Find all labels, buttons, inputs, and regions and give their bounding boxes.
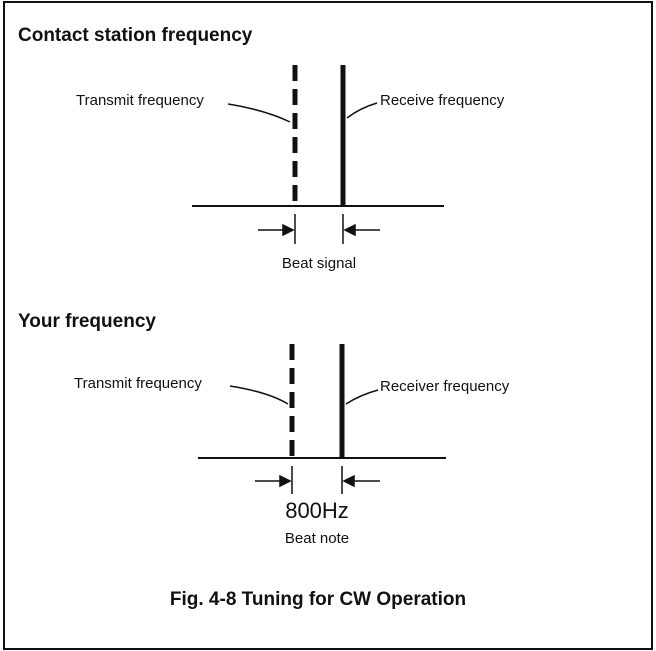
caption: Fig. 4-8 Tuning for CW Operation <box>170 589 466 610</box>
section-title: Your frequency <box>18 311 156 332</box>
frame <box>3 1 653 650</box>
arrow <box>343 223 380 237</box>
offset-label: Beat note <box>285 530 349 547</box>
offset-label: Beat signal <box>282 255 356 272</box>
offset-value: 800Hz <box>285 498 349 523</box>
section-title: Contact station frequency <box>18 25 253 46</box>
transmit-label: Transmit frequency <box>76 92 204 109</box>
arrow <box>255 474 292 488</box>
receive-label: Receiver frequency <box>380 378 510 395</box>
leader <box>346 102 378 119</box>
leader <box>227 103 291 123</box>
transmit-label: Transmit frequency <box>74 375 202 392</box>
leader <box>229 385 289 405</box>
arrow <box>342 474 380 488</box>
leader <box>345 389 379 405</box>
receive-label: Receive frequency <box>380 92 505 109</box>
arrow <box>258 223 295 237</box>
